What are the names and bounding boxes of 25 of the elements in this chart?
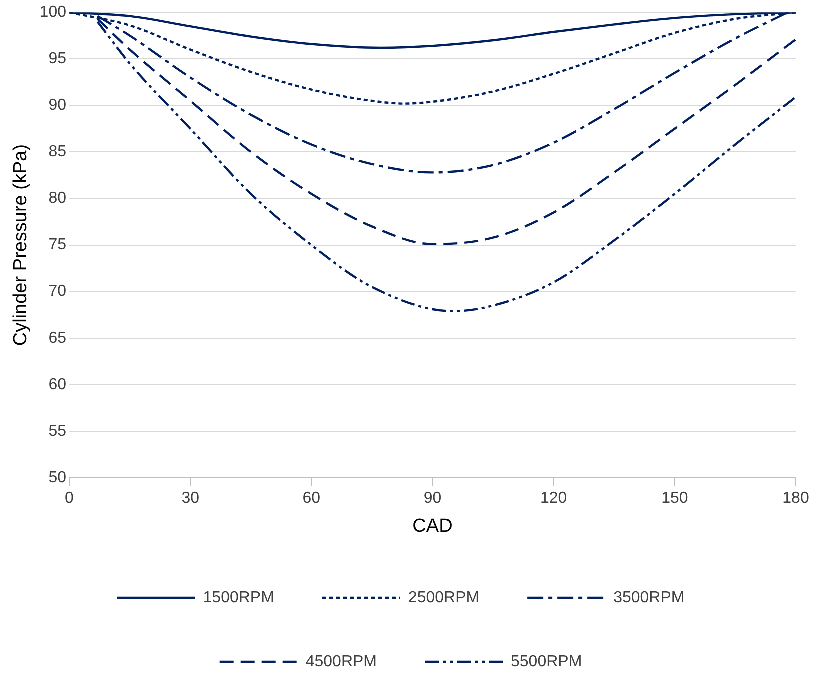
y-axis-title: Cylinder Pressure (kPa) bbox=[10, 144, 32, 346]
y-tick-label: 90 bbox=[48, 97, 67, 114]
x-tick-label: 90 bbox=[424, 490, 442, 508]
y-tick-label: 85 bbox=[48, 144, 67, 161]
legend-label: 2500RPM bbox=[408, 589, 480, 606]
x-axis-title: CAD bbox=[412, 516, 453, 537]
legend-label: 3500RPM bbox=[614, 589, 685, 606]
y-tick-label: 95 bbox=[48, 50, 67, 68]
y-tick-label: 65 bbox=[48, 330, 67, 347]
x-tick-label: 180 bbox=[782, 490, 810, 508]
x-tick-label: 150 bbox=[662, 490, 688, 508]
legend-label: 4500RPM bbox=[306, 653, 378, 670]
x-tick-label: 120 bbox=[540, 490, 568, 508]
legend-label: 5500RPM bbox=[511, 653, 582, 670]
y-tick-label: 70 bbox=[48, 283, 67, 300]
x-tick-label: 60 bbox=[302, 490, 321, 508]
y-tick-label: 75 bbox=[48, 236, 67, 254]
y-tick-label: 50 bbox=[48, 469, 67, 486]
x-tick-label: 30 bbox=[182, 490, 200, 508]
legend-label: 1500RPM bbox=[203, 589, 274, 606]
y-tick-label: 80 bbox=[48, 190, 67, 208]
y-tick-label: 60 bbox=[48, 376, 67, 394]
x-tick-label: 0 bbox=[65, 490, 74, 508]
y-tick-label: 100 bbox=[40, 4, 67, 22]
y-tick-label: 55 bbox=[48, 422, 67, 440]
